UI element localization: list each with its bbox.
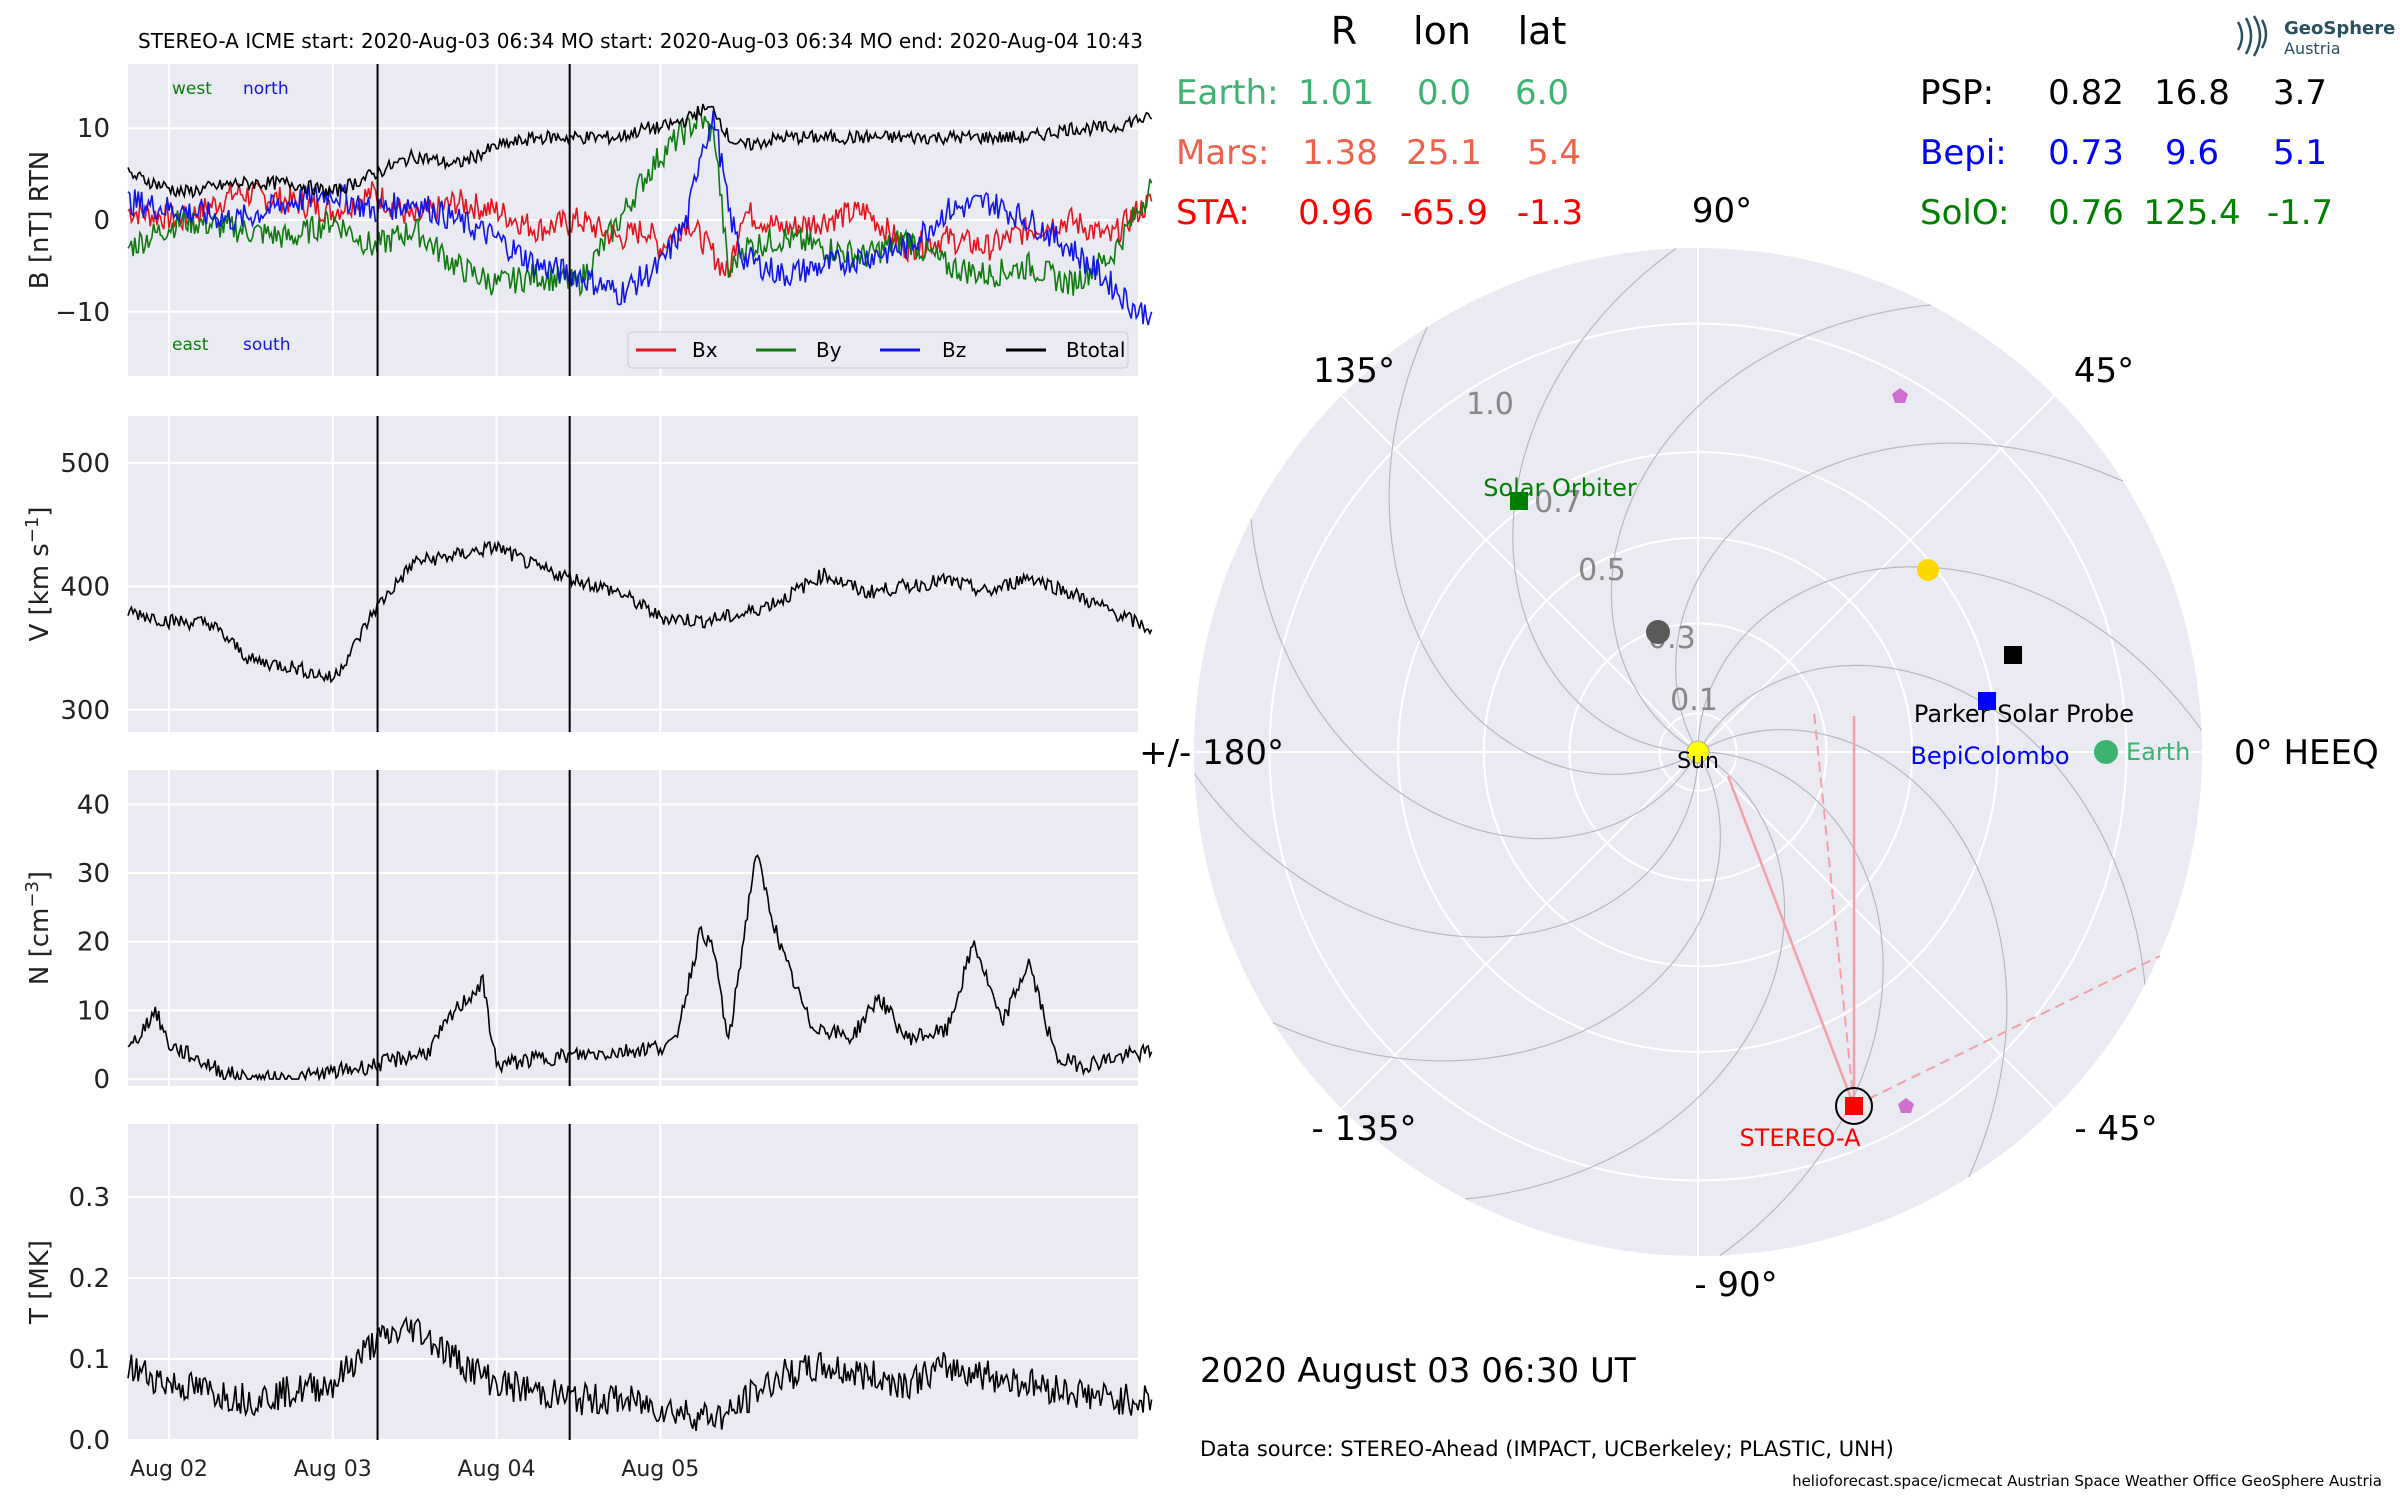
legend-btotal: Btotal (1066, 338, 1125, 362)
t-panel-bg (128, 1124, 1138, 1440)
legend-by: By (816, 338, 842, 362)
b-ylabel: B [nT] RTN (25, 151, 55, 290)
v-ylabel: V [km s−1] (22, 506, 55, 641)
b-east-label: east (172, 335, 209, 355)
v-ylabel-main: V [km s (25, 543, 55, 641)
x-tick-label: Aug 02 (130, 1457, 208, 1482)
figure-header: STEREO-A ICME start: 2020-Aug-03 06:34 M… (138, 29, 1143, 53)
y-tick-label: 300 (60, 696, 110, 726)
v-panel: 300 400 500 V [km s−1] (22, 416, 1153, 732)
y-tick-label: 0 (93, 206, 110, 236)
y-tick-label: 0.3 (69, 1183, 110, 1213)
series-btotal (127, 103, 1153, 200)
n-panel-bg (128, 770, 1138, 1086)
y-tick-label: 0.2 (69, 1264, 110, 1294)
x-tick-label: Aug 04 (458, 1457, 536, 1482)
n-ylabel-close: ] (25, 871, 55, 881)
b-legend: Bx By Bz Btotal (627, 331, 1129, 369)
series-v (127, 540, 1153, 684)
y-tick-label: 0.1 (69, 1345, 110, 1375)
t-ylabel: T [MK] (25, 1240, 55, 1325)
y-tick-label: 10 (77, 114, 110, 144)
y-tick-label: −10 (55, 298, 110, 328)
y-tick-label: 400 (60, 572, 110, 602)
series-bz (127, 110, 1153, 326)
series-bx (127, 181, 1153, 278)
x-axis-ticks: Aug 02 Aug 03 Aug 04 Aug 05 (130, 1457, 699, 1482)
t-panel: 0.0 0.1 0.2 0.3 T [MK] (25, 1124, 1153, 1456)
series-n (127, 854, 1153, 1082)
b-south-label: south (243, 335, 290, 355)
x-tick-label: Aug 05 (621, 1457, 699, 1482)
x-tick-label: Aug 03 (294, 1457, 372, 1482)
y-tick-label: 20 (77, 928, 110, 958)
n-panel: 0 10 20 30 40 N [cm−3] (22, 770, 1153, 1095)
legend-bz: Bz (942, 338, 966, 362)
series-by (127, 108, 1153, 297)
n-ylabel: N [cm−3] (22, 871, 55, 985)
b-west-label: west (172, 79, 212, 99)
b-north-label: north (243, 79, 289, 99)
y-tick-label: 40 (77, 790, 110, 820)
b-panel: −10 0 10 west north east south Bx By Bz Bt… (25, 64, 1153, 376)
n-ylabel-exp: −3 (22, 881, 43, 908)
series-t (127, 1315, 1153, 1432)
v-ylabel-exp: −1 (22, 517, 43, 544)
legend-bx: Bx (692, 338, 718, 362)
y-tick-label: 0.0 (69, 1426, 110, 1456)
y-tick-label: 30 (77, 859, 110, 889)
v-ylabel-close: ] (25, 506, 55, 516)
v-panel-bg (128, 416, 1138, 732)
y-tick-label: 500 (60, 449, 110, 479)
n-ylabel-main: N [cm (25, 908, 55, 985)
y-tick-label: 10 (77, 996, 110, 1026)
y-tick-label: 0 (93, 1065, 110, 1095)
